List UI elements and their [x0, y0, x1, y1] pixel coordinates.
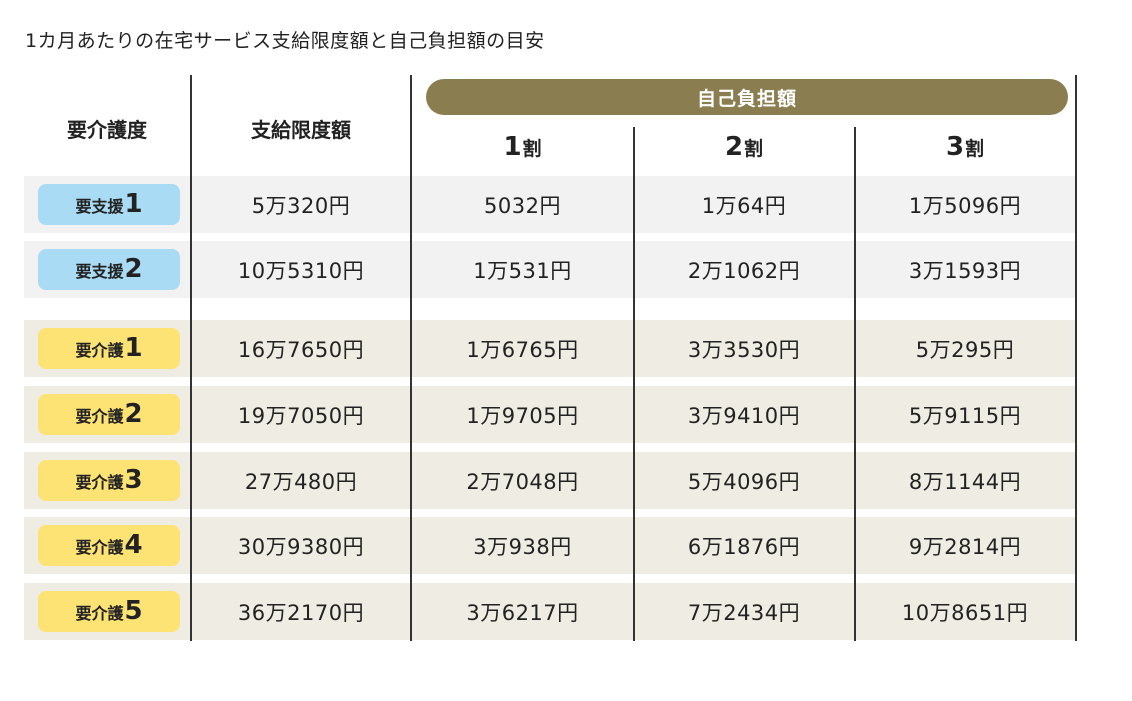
level-badge: 要介護 2 [38, 394, 180, 435]
level-badge: 要支援 2 [38, 249, 180, 290]
cell-r3: 5万295円 [915, 337, 1015, 362]
header-limit: 支給限度額 [251, 117, 351, 142]
level-badge-number: 5 [124, 596, 143, 626]
cell-r1: 1万6765円 [466, 337, 579, 362]
divider-limit-rate1 [410, 75, 412, 641]
table-row: 要支援 2 10万5310円 1万531円 2万1062円 3万1593円 [24, 241, 1077, 298]
table-row: 要介護 1 16万7650円 1万6765円 3万3530円 5万295円 [24, 320, 1077, 377]
header-rate-1-unit: 割 [522, 138, 542, 160]
cell-limit: 27万480円 [244, 469, 358, 494]
cell-r2: 1万64円 [701, 193, 787, 218]
cell-r3: 9万2814円 [908, 534, 1022, 559]
level-badge-text: 要介護 [75, 473, 124, 492]
cell-r1: 3万6217円 [466, 600, 579, 625]
level-badge-number: 4 [124, 530, 143, 560]
level-badge-text: 要支援 [75, 262, 124, 281]
cell-r3: 5万9115円 [908, 403, 1022, 428]
level-badge-text: 要支援 [75, 197, 124, 216]
divider-rate2-rate3 [854, 127, 856, 641]
cell-limit: 19万7050円 [237, 403, 365, 428]
page-title: 1カ月あたりの在宅サービス支給限度額と自己負担額の目安 [25, 30, 545, 52]
level-badge-text: 要介護 [75, 604, 124, 623]
cell-limit: 30万9380円 [237, 534, 365, 559]
level-badge: 要介護 5 [38, 591, 180, 632]
cell-r2: 7万2434円 [687, 600, 801, 625]
level-badge-text: 要介護 [75, 407, 124, 426]
table-row: 要介護 5 36万2170円 3万6217円 7万2434円 10万8651円 [24, 583, 1077, 640]
level-badge: 要介護 3 [38, 460, 180, 501]
cell-r2: 3万3530円 [687, 337, 801, 362]
level-badge-number: 2 [124, 399, 143, 429]
cell-r2: 6万1876円 [687, 534, 801, 559]
cell-r2: 3万9410円 [687, 403, 801, 428]
level-badge-number: 2 [124, 254, 143, 284]
level-badge: 要介護 1 [38, 328, 180, 369]
cell-limit: 10万5310円 [237, 258, 365, 283]
table-row: 要介護 3 27万480円 2万7048円 5万4096円 8万1144円 [24, 452, 1077, 509]
cell-limit: 5万320円 [251, 193, 351, 218]
divider-rate1-rate2 [633, 127, 635, 641]
level-badge-text: 要介護 [75, 538, 124, 557]
level-badge-text: 要介護 [75, 341, 124, 360]
level-badge-number: 1 [124, 189, 143, 219]
table-row: 要支援 1 5万320円 5032円 1万64円 1万5096円 [24, 176, 1077, 233]
cell-r1: 5032円 [484, 193, 561, 218]
header-rate-3-num: 3 [945, 132, 965, 162]
header-rate-2-num: 2 [724, 132, 744, 162]
cell-r3: 3万1593円 [908, 258, 1022, 283]
header-rate-2-unit: 割 [744, 138, 764, 160]
cell-r3: 10万8651円 [901, 600, 1029, 625]
level-badge-number: 3 [124, 465, 143, 495]
table-row: 要介護 4 30万9380円 3万938円 6万1876円 9万2814円 [24, 517, 1077, 574]
cell-limit: 16万7650円 [237, 337, 365, 362]
cell-limit: 36万2170円 [237, 600, 365, 625]
divider-right-edge [1075, 75, 1077, 641]
level-badge: 要介護 4 [38, 525, 180, 566]
header-burden: 自己負担額 [426, 79, 1068, 115]
cell-r1: 1万9705円 [466, 403, 579, 428]
header-rate-1-num: 1 [503, 132, 522, 162]
header-level: 要介護度 [67, 117, 147, 142]
cell-r1: 2万7048円 [466, 469, 579, 494]
cell-r1: 3万938円 [473, 534, 572, 559]
header-rate-3-unit: 割 [965, 138, 985, 160]
cell-r3: 8万1144円 [908, 469, 1022, 494]
level-badge: 要支援 1 [38, 184, 180, 225]
divider-level-limit [190, 75, 192, 641]
cell-r2: 5万4096円 [687, 469, 801, 494]
cell-r1: 1万531円 [473, 258, 572, 283]
cell-r2: 2万1062円 [687, 258, 801, 283]
level-badge-number: 1 [124, 333, 143, 363]
cell-r3: 1万5096円 [908, 193, 1022, 218]
table-row: 要介護 2 19万7050円 1万9705円 3万9410円 5万9115円 [24, 386, 1077, 443]
